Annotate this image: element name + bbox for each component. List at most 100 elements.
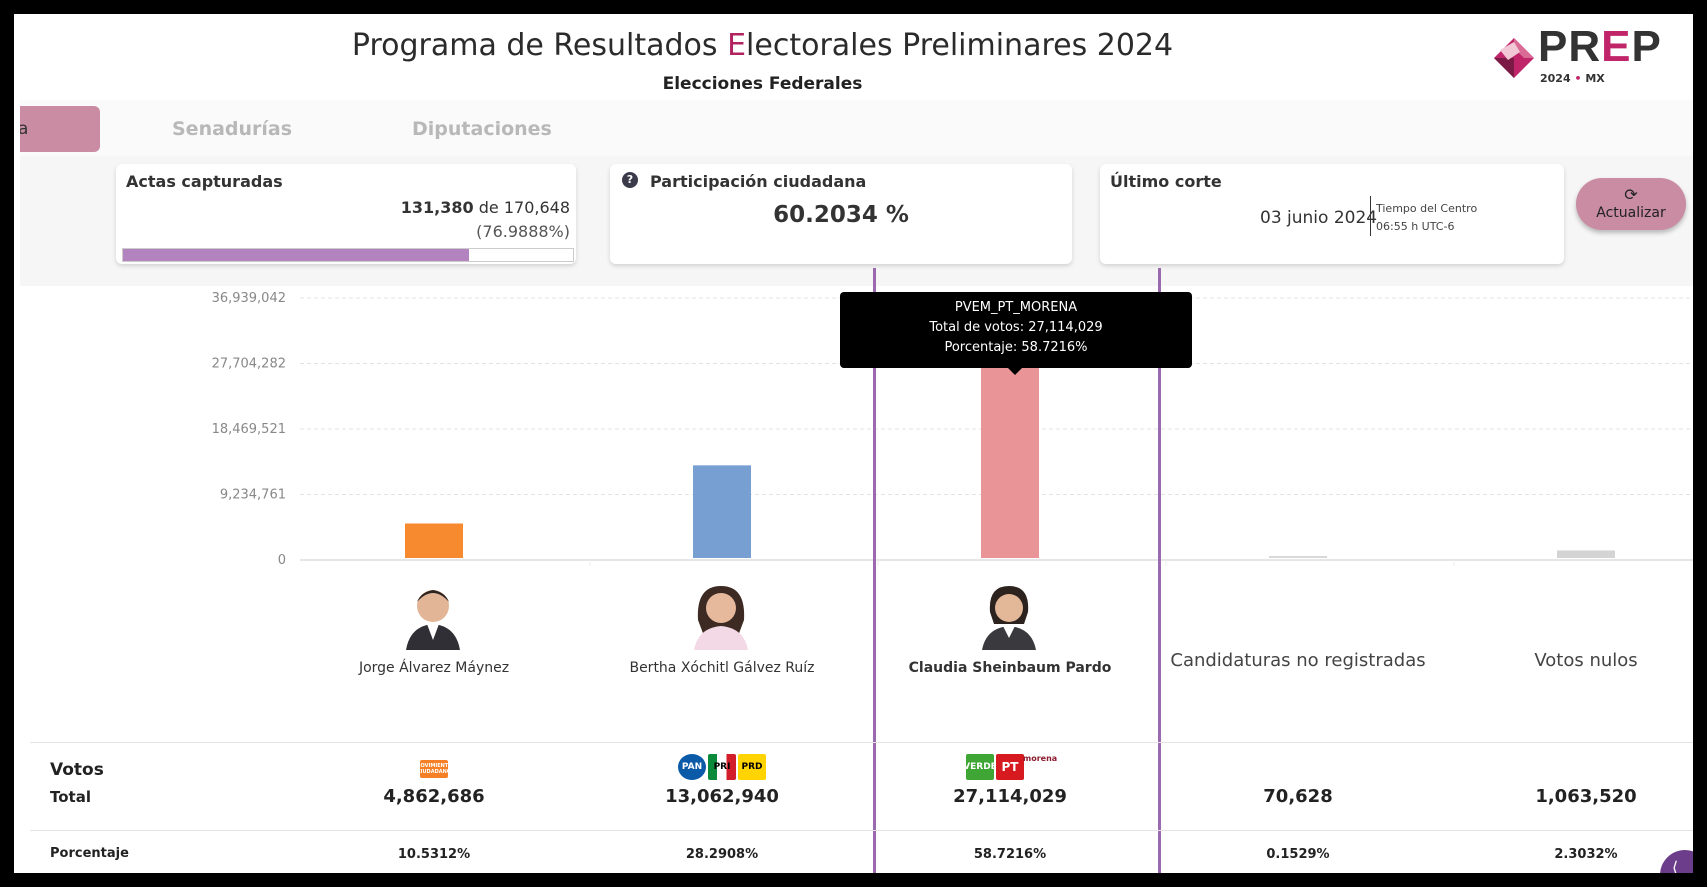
- candidate-bertha[interactable]: Bertha Xóchitl Gálvez Ruíz: [590, 574, 854, 722]
- logo-year: 2024: [1540, 72, 1571, 85]
- votes-total: 70,628: [1263, 786, 1333, 807]
- porcentaje-row-label: Porcentaje: [50, 846, 129, 861]
- page-subtitle: Elecciones Federales: [662, 74, 863, 94]
- y-tick-label: 36,939,042: [212, 291, 286, 306]
- votes-percentage: 2.3032%: [1554, 847, 1618, 862]
- pri-logo: PRI: [708, 754, 736, 780]
- selected-column-right-border: [1158, 268, 1161, 873]
- y-tick-label: 27,704,282: [212, 357, 286, 372]
- party-logos-fcm: PAN PRI PRD: [590, 754, 854, 782]
- logo-letters: P: [1631, 22, 1662, 71]
- tooltip-total: Total de votos: 27,114,029: [929, 320, 1103, 335]
- corte-time: 06:55 h UTC-6: [1376, 220, 1455, 233]
- tooltip-name: PVEM_PT_MORENA: [954, 300, 1078, 315]
- votes-percentage: 58.7216%: [973, 847, 1047, 862]
- tooltip-arrow: [1008, 368, 1022, 375]
- votes-total: 4,862,686: [383, 786, 485, 807]
- y-tick-label: 18,469,521: [212, 422, 286, 437]
- party-logos-mc: MOVIMIENTO CIUDADANO: [302, 754, 566, 782]
- table-divider: [30, 830, 1693, 831]
- prep-page: Programa de Resultados Electorales Preli…: [20, 14, 1693, 874]
- votes-percentage: 28.2908%: [685, 847, 759, 862]
- tab-presidencia[interactable]: a: [20, 106, 100, 152]
- corte-date: 03 junio 2024: [1260, 208, 1378, 228]
- logo-letter-accent: E: [1601, 22, 1632, 71]
- candidate-name: Jorge Álvarez Máynez: [358, 660, 510, 676]
- corte-divider: [1370, 196, 1371, 236]
- corte-label: Último corte: [1110, 172, 1222, 191]
- corte-timezone: Tiempo del Centro: [1376, 202, 1478, 215]
- bar-3[interactable]: [1269, 556, 1327, 558]
- actas-percentage: (76.9888%): [476, 222, 570, 241]
- page-title: Programa de Resultados Electorales Preli…: [20, 28, 1505, 63]
- participacion-value: 60.2034 %: [773, 202, 909, 228]
- actas-progress-fill: [123, 249, 470, 261]
- candidate-photo: [694, 586, 748, 650]
- actas-progress-bar: [122, 248, 574, 262]
- actas-label: Actas capturadas: [126, 172, 283, 191]
- title-accent-letter: E: [727, 28, 747, 63]
- prep-diamond-icon: [1494, 38, 1534, 78]
- pan-logo: PAN: [678, 754, 706, 780]
- title-part: lectorales Preliminares 2024: [746, 28, 1174, 63]
- mc-logo-text: MOVIMIENTO CIUDADANO: [415, 763, 453, 775]
- votos-nulos-label: Votos nulos: [1534, 650, 1638, 671]
- prep-logo-sub: 2024 • MX: [1540, 72, 1605, 85]
- help-icon[interactable]: ?: [622, 172, 638, 188]
- votos-row-label: Votos: [50, 760, 104, 780]
- election-tabs: a Senadurías Diputaciones: [20, 100, 1693, 157]
- actas-card: Actas capturadas 131,380 de 170,648 (76.…: [116, 164, 576, 264]
- participacion-label: Participación ciudadana: [650, 172, 867, 191]
- movimiento-ciudadano-logo: MOVIMIENTO CIUDADANO: [416, 760, 452, 778]
- tooltip-pct: Porcentaje: 58.7216%: [944, 340, 1088, 355]
- bar-4[interactable]: [1557, 550, 1615, 558]
- candidate-photo: [406, 590, 460, 650]
- y-tick-label: 9,234,761: [220, 488, 286, 503]
- bar-2[interactable]: [981, 365, 1039, 558]
- candidate-jorge[interactable]: Jorge Álvarez Máynez: [302, 574, 566, 722]
- participacion-card: ? Participación ciudadana 60.2034 %: [610, 164, 1072, 264]
- chart-tooltip: PVEM_PT_MORENA Total de votos: 27,114,02…: [840, 292, 1192, 375]
- logo-country: MX: [1585, 72, 1605, 85]
- stats-panel: Actas capturadas 131,380 de 170,648 (76.…: [20, 156, 1693, 286]
- share-button[interactable]: ⟨: [1660, 850, 1693, 874]
- prd-logo: PRD: [738, 754, 766, 780]
- browser-viewport: Programa de Resultados Electorales Preli…: [12, 12, 1695, 875]
- page-header: Programa de Resultados Electorales Preli…: [20, 14, 1693, 100]
- votes-bar-chart: 0 9,234,761 18,469,521 27,704,282 36,939,042: [212, 291, 1693, 568]
- actas-count: 131,380 de 170,648: [401, 198, 570, 217]
- prep-logo-text: PREP: [1538, 22, 1662, 72]
- title-part: Programa de Resultados: [351, 28, 728, 63]
- candidate-name: Bertha Xóchitl Gálvez Ruíz: [629, 660, 815, 676]
- party-logos-shh: VERDE PT morena: [878, 754, 1142, 782]
- prep-logo[interactable]: PREP 2024 • MX: [1490, 22, 1680, 88]
- total-row-label: Total: [50, 788, 91, 806]
- bar-0[interactable]: [405, 523, 463, 558]
- logo-letters: PR: [1538, 22, 1602, 71]
- tab-diputaciones[interactable]: Diputaciones: [412, 118, 552, 140]
- candidaturas-no-registradas-label: Candidaturas no registradas: [1170, 650, 1426, 671]
- share-icon: ⟨: [1672, 858, 1679, 874]
- votes-percentage: 10.5312%: [397, 847, 471, 862]
- bar-1[interactable]: [693, 465, 751, 558]
- refresh-icon: ⟳: [1624, 185, 1638, 204]
- pvem-logo: VERDE: [963, 754, 997, 780]
- y-tick-label: 0: [278, 553, 286, 568]
- candidate-photo: [982, 586, 1036, 650]
- votes-total: 13,062,940: [665, 786, 779, 807]
- candidate-claudia[interactable]: Claudia Sheinbaum Pardo: [878, 574, 1142, 722]
- candidate-name: Claudia Sheinbaum Pardo: [908, 660, 1112, 676]
- logo-dot: •: [1574, 72, 1582, 85]
- morena-logo: morena: [1023, 754, 1057, 780]
- pt-logo: PT: [996, 754, 1024, 780]
- table-divider: [30, 742, 1693, 743]
- votes-total: 27,114,029: [953, 786, 1067, 807]
- votes-percentage: 0.1529%: [1266, 847, 1330, 862]
- tab-senadurias[interactable]: Senadurías: [172, 118, 293, 140]
- votes-total: 1,063,520: [1535, 786, 1637, 807]
- actas-captured: 131,380: [400, 198, 474, 217]
- refresh-button[interactable]: ⟳ Actualizar: [1576, 178, 1686, 230]
- refresh-label: Actualizar: [1596, 205, 1666, 221]
- ultimo-corte-card: Último corte 03 junio 2024 Tiempo del Ce…: [1100, 164, 1564, 264]
